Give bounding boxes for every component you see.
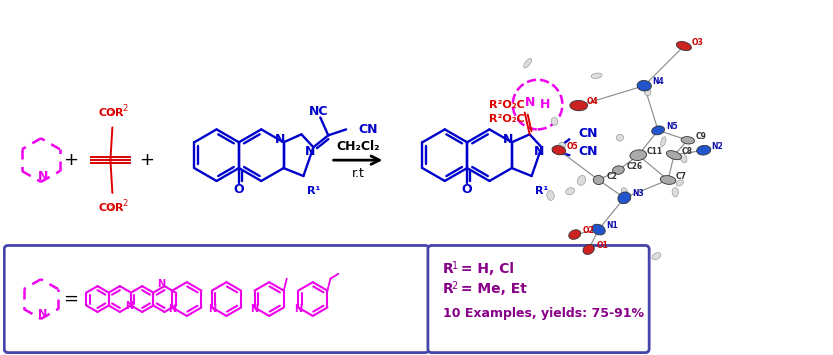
Text: NC: NC	[308, 105, 328, 118]
Ellipse shape	[676, 42, 691, 51]
Text: R¹: R¹	[307, 186, 320, 196]
Text: CN: CN	[578, 127, 598, 140]
Ellipse shape	[676, 180, 683, 186]
Text: O3: O3	[692, 38, 704, 47]
Text: 1: 1	[451, 261, 458, 271]
Text: C2: C2	[606, 171, 617, 180]
Text: R: R	[443, 262, 453, 276]
Text: R: R	[116, 108, 124, 118]
Text: $_2$: $_2$	[109, 108, 115, 118]
Text: N: N	[38, 309, 47, 319]
FancyBboxPatch shape	[4, 245, 429, 353]
Text: CN: CN	[578, 145, 598, 158]
Text: N2: N2	[711, 142, 723, 151]
Text: O: O	[461, 184, 472, 196]
Text: C8: C8	[682, 147, 693, 156]
Ellipse shape	[593, 175, 604, 185]
FancyBboxPatch shape	[428, 245, 649, 353]
Ellipse shape	[524, 59, 531, 68]
Text: CO: CO	[98, 108, 116, 118]
Ellipse shape	[630, 150, 646, 160]
Ellipse shape	[546, 191, 554, 200]
Text: N: N	[207, 305, 216, 315]
Ellipse shape	[569, 230, 581, 239]
Text: 2: 2	[122, 104, 127, 113]
Text: N: N	[525, 96, 535, 109]
Text: CN: CN	[358, 123, 377, 136]
Text: O: O	[233, 184, 244, 196]
Text: N: N	[305, 145, 316, 158]
Ellipse shape	[637, 81, 651, 91]
Ellipse shape	[661, 176, 676, 184]
Text: C11: C11	[646, 147, 662, 156]
Text: 10 Examples, yields: 75-91%: 10 Examples, yields: 75-91%	[443, 307, 644, 321]
Ellipse shape	[661, 137, 666, 147]
Ellipse shape	[577, 175, 586, 185]
Text: N1: N1	[606, 221, 618, 230]
Ellipse shape	[644, 89, 651, 95]
Text: C9: C9	[696, 132, 706, 141]
Ellipse shape	[652, 253, 661, 260]
Ellipse shape	[591, 73, 602, 78]
Text: =: =	[63, 290, 78, 308]
Text: N: N	[125, 301, 133, 311]
Text: R: R	[116, 203, 124, 213]
Ellipse shape	[666, 151, 681, 160]
Text: N: N	[37, 169, 48, 182]
Ellipse shape	[681, 137, 695, 144]
Text: +: +	[63, 151, 78, 169]
Text: N: N	[251, 305, 258, 315]
Text: R²O₂C: R²O₂C	[489, 114, 525, 125]
Ellipse shape	[558, 142, 566, 149]
Ellipse shape	[612, 166, 624, 174]
Text: R: R	[443, 282, 453, 296]
Text: 2: 2	[122, 199, 127, 208]
Text: R²O₂C: R²O₂C	[489, 99, 525, 110]
Text: H: H	[541, 98, 551, 111]
Text: N4: N4	[652, 77, 664, 86]
Text: O5: O5	[566, 142, 578, 151]
Text: O1: O1	[596, 241, 608, 250]
Text: 2: 2	[451, 281, 458, 291]
Text: = Me, Et: = Me, Et	[456, 282, 526, 296]
Ellipse shape	[551, 118, 558, 125]
Text: N: N	[502, 133, 513, 146]
Text: N: N	[168, 305, 177, 315]
Text: O2: O2	[583, 226, 595, 235]
Ellipse shape	[552, 146, 566, 155]
Ellipse shape	[621, 188, 627, 195]
Ellipse shape	[616, 135, 623, 141]
Text: C26: C26	[626, 162, 642, 171]
Ellipse shape	[651, 126, 665, 135]
Text: r.t: r.t	[352, 166, 364, 180]
Ellipse shape	[592, 224, 606, 235]
Text: N: N	[157, 279, 166, 289]
Text: = H, Cl: = H, Cl	[456, 262, 514, 276]
Text: $_2$: $_2$	[109, 203, 115, 213]
Text: CH₂Cl₂: CH₂Cl₂	[337, 140, 380, 153]
Ellipse shape	[583, 245, 594, 255]
Text: R¹: R¹	[535, 186, 548, 196]
Ellipse shape	[570, 100, 587, 111]
Ellipse shape	[680, 153, 687, 163]
Text: O4: O4	[586, 97, 598, 106]
Ellipse shape	[672, 187, 678, 197]
Text: +: +	[140, 151, 155, 169]
Text: C7: C7	[676, 171, 687, 180]
Text: N5: N5	[666, 122, 678, 131]
Ellipse shape	[618, 192, 631, 204]
Text: N: N	[533, 145, 544, 158]
Text: N: N	[294, 305, 302, 315]
Text: CO: CO	[98, 203, 116, 213]
Text: N: N	[274, 133, 285, 146]
Ellipse shape	[696, 145, 711, 155]
Text: N3: N3	[632, 189, 644, 198]
Ellipse shape	[566, 188, 575, 195]
